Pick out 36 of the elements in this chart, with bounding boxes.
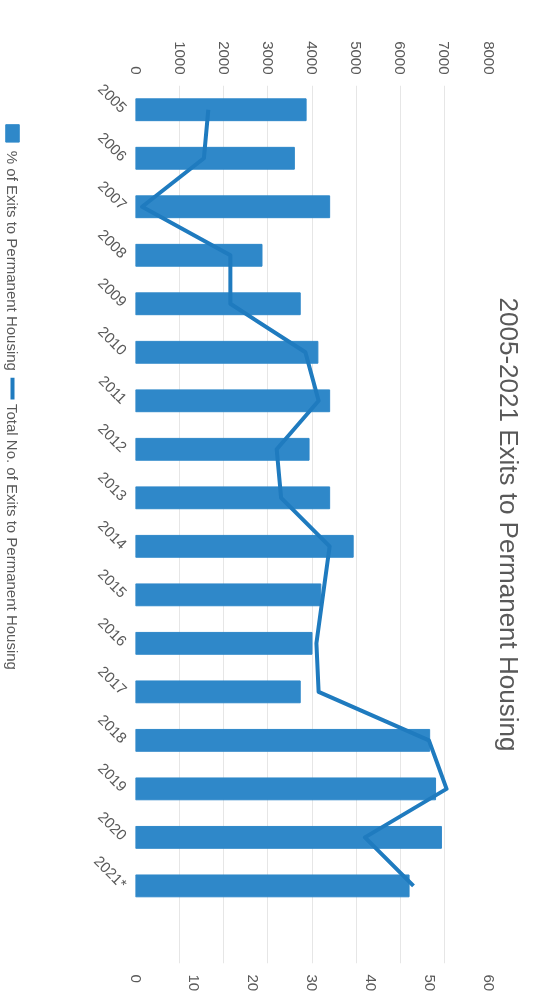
bar <box>135 631 313 655</box>
bar <box>135 389 331 413</box>
x2-tick-label: 4000 <box>304 41 321 75</box>
x2-tick-label: 0 <box>127 66 145 75</box>
x-tick-label: 10 <box>186 974 204 992</box>
bar <box>135 825 442 849</box>
bar <box>135 195 331 219</box>
x-tick-label: 30 <box>304 974 321 992</box>
bar <box>135 243 263 267</box>
bar <box>135 777 437 801</box>
bar <box>135 534 354 558</box>
bar <box>135 98 307 122</box>
bar <box>135 437 310 461</box>
x2-tick-label: 2000 <box>215 41 233 75</box>
x2-tick-label: 5000 <box>348 41 366 75</box>
bar <box>135 583 322 607</box>
legend-label: % of Exits to Permanent Housing <box>4 150 21 371</box>
x2-tick-label: 6000 <box>392 41 410 75</box>
x2-tick-label: 8000 <box>480 41 498 75</box>
x-tick-label: 60 <box>480 974 498 992</box>
x-tick-label: 50 <box>421 974 439 992</box>
bar <box>135 680 301 704</box>
x-tick-label: 0 <box>127 974 145 983</box>
bar <box>135 340 319 364</box>
x2-tick-label: 1000 <box>171 41 189 75</box>
bar <box>135 486 331 510</box>
legend-label: Total No. of Exits to Permanent Housing <box>4 403 21 670</box>
bar <box>135 874 410 898</box>
x2-tick-label: 3000 <box>259 41 277 75</box>
x-tick-label: 20 <box>245 974 263 992</box>
bar <box>135 292 301 316</box>
x2-tick-label: 7000 <box>436 41 454 75</box>
text: 2005-2021 Exits to Permanent Housing <box>493 297 524 752</box>
bar <box>135 728 431 752</box>
x-tick-label: 40 <box>362 974 380 992</box>
bar <box>135 146 295 170</box>
